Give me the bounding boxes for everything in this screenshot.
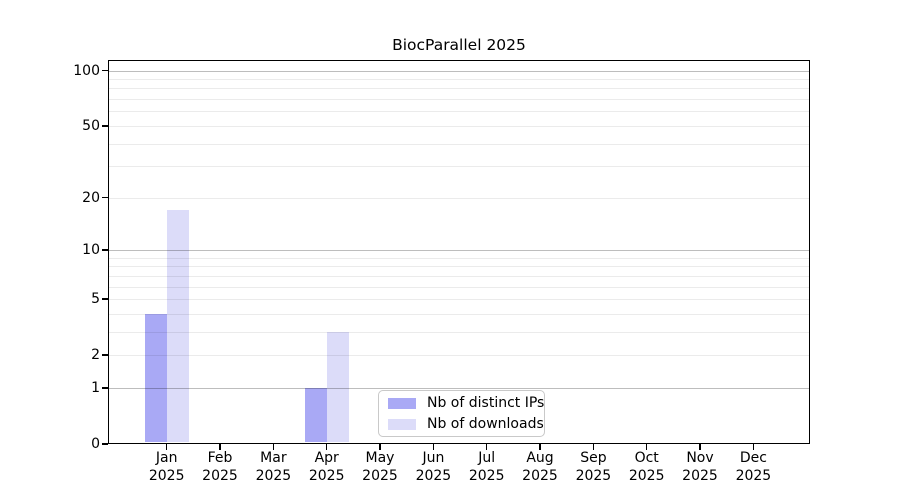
x-tick-year: 2025	[575, 467, 612, 484]
x-tick-month: Jul	[478, 450, 496, 466]
x-tick-mark	[485, 444, 488, 450]
x-tick-month: Aug	[526, 450, 554, 466]
x-tick-year: 2025	[628, 467, 665, 484]
y-tick-label: 5	[91, 291, 100, 307]
plot-frame	[108, 60, 810, 444]
gridline-minor	[108, 299, 810, 300]
x-tick-month: Oct	[634, 450, 659, 466]
x-tick-year: 2025	[682, 467, 718, 484]
legend-swatch-downloads	[388, 418, 416, 430]
x-tick-month: Jan	[155, 450, 178, 466]
x-tick-label-mar: Mar 2025	[243, 450, 303, 485]
gridline-minor	[108, 257, 810, 259]
x-tick-mark	[325, 444, 328, 450]
x-tick-mark	[752, 444, 755, 450]
gridline-minor	[108, 275, 810, 277]
x-tick-label-feb: Feb 2025	[190, 450, 250, 485]
x-tick-label-may: May 2025	[350, 450, 410, 485]
x-tick-year: 2025	[308, 467, 345, 484]
y-tick-label: 20	[82, 189, 100, 206]
x-tick-mark	[432, 444, 435, 450]
legend-item-distinct-ips: Nb of distinct IPs	[388, 395, 544, 411]
gridline-minor	[108, 111, 810, 113]
gridline-minor	[108, 355, 810, 357]
x-tick-mark	[165, 444, 168, 450]
x-tick-month: Feb	[207, 450, 233, 466]
x-tick-year: 2025	[255, 467, 292, 484]
x-tick-label-nov: Nov 2025	[670, 450, 730, 485]
legend: Nb of distinct IPs Nb of downloads	[378, 390, 545, 437]
gridline-minor	[108, 286, 810, 288]
gridline-minor	[108, 88, 810, 90]
x-tick-label-sep: Sep 2025	[563, 450, 623, 485]
y-tick-mark	[102, 196, 108, 199]
gridline-minor	[108, 331, 810, 333]
gridline-minor	[108, 78, 810, 80]
legend-item-downloads: Nb of downloads	[388, 416, 544, 432]
x-tick-mark	[219, 444, 221, 450]
gridline-minor	[108, 266, 810, 268]
x-tick-label-aug: Aug 2025	[510, 450, 570, 485]
gridline-major	[108, 249, 810, 251]
x-tick-year: 2025	[735, 467, 772, 484]
y-tick-mark	[102, 69, 108, 72]
y-tick-mark	[102, 354, 108, 356]
y-tick-mark	[102, 249, 108, 251]
legend-swatch-distinct-ips	[388, 397, 416, 409]
x-tick-month: Nov	[686, 450, 714, 466]
legend-label-distinct-ips: Nb of distinct IPs	[427, 395, 545, 411]
x-tick-month: Apr	[314, 450, 339, 466]
y-tick-mark	[102, 298, 108, 300]
x-tick-label-jun: Jun 2025	[403, 450, 463, 485]
y-tick-label: 50	[82, 117, 100, 134]
x-tick-year: 2025	[148, 467, 185, 484]
x-tick-label-oct: Oct 2025	[617, 450, 677, 485]
bar-apr-series0	[304, 387, 327, 443]
gridline-major	[108, 70, 810, 72]
y-tick-mark	[102, 125, 108, 127]
x-tick-label-jul: Jul 2025	[457, 450, 517, 485]
gridline-minor	[108, 166, 810, 168]
bar-jan-series1	[166, 210, 189, 443]
x-tick-label-jan: Jan 2025	[137, 450, 197, 485]
x-tick-mark	[699, 444, 701, 450]
gridline-minor	[108, 313, 810, 315]
x-tick-month: Mar	[260, 450, 287, 466]
bar-jan-series0	[144, 313, 167, 443]
x-tick-year: 2025	[522, 467, 558, 484]
gridline-minor	[108, 143, 810, 145]
x-tick-mark	[379, 444, 381, 450]
x-tick-year: 2025	[468, 467, 505, 484]
x-tick-month: Dec	[739, 450, 767, 466]
chart-title: BiocParallel 2025	[392, 36, 526, 54]
y-tick-label: 10	[82, 241, 100, 258]
x-tick-mark	[539, 444, 541, 450]
x-tick-month: Jun	[422, 450, 445, 466]
legend-label-downloads: Nb of downloads	[427, 416, 544, 432]
x-tick-month: May	[365, 450, 395, 466]
bar-apr-series1	[326, 331, 349, 443]
x-tick-mark	[645, 444, 648, 450]
x-tick-month: Sep	[580, 450, 607, 466]
y-tick-label: 0	[91, 436, 100, 452]
gridline-major	[108, 387, 810, 389]
gridline-minor	[108, 197, 810, 199]
x-tick-mark	[592, 444, 595, 450]
y-tick-label: 1	[91, 379, 100, 396]
y-tick-mark	[102, 443, 108, 445]
x-tick-year: 2025	[415, 467, 452, 484]
x-tick-label-dec: Dec 2025	[723, 450, 783, 485]
x-tick-mark	[272, 444, 275, 450]
gridline-minor	[108, 99, 810, 100]
gridline-minor	[108, 125, 810, 127]
y-tick-mark	[102, 387, 108, 389]
x-tick-label-apr: Apr 2025	[297, 450, 357, 485]
y-tick-label: 100	[73, 62, 100, 79]
x-tick-year: 2025	[362, 467, 398, 484]
y-tick-label: 2	[91, 347, 100, 364]
x-tick-year: 2025	[202, 467, 238, 484]
